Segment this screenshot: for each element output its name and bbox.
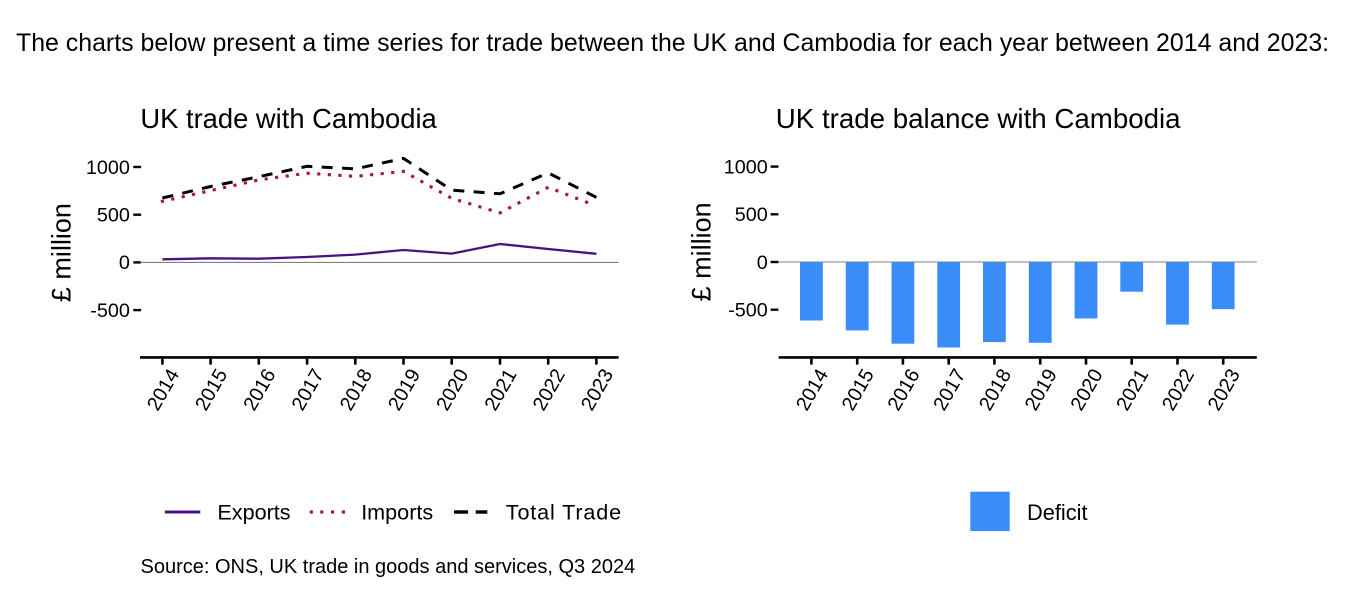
svg-text:Total Trade: Total Trade xyxy=(506,499,622,524)
svg-text:0: 0 xyxy=(119,252,130,274)
svg-text:1000: 1000 xyxy=(86,157,130,179)
svg-text:2020: 2020 xyxy=(432,365,473,414)
svg-text:£ million: £ million xyxy=(47,203,77,302)
svg-text:2014: 2014 xyxy=(792,365,833,414)
svg-text:Imports: Imports xyxy=(361,499,433,524)
svg-text:Exports: Exports xyxy=(217,499,290,524)
svg-text:2022: 2022 xyxy=(529,365,570,414)
svg-text:500: 500 xyxy=(735,204,768,226)
svg-text:2019: 2019 xyxy=(1021,365,1062,414)
svg-text:2017: 2017 xyxy=(288,365,329,414)
svg-text:2014: 2014 xyxy=(143,365,184,414)
svg-text:1000: 1000 xyxy=(724,156,768,178)
svg-text:-500: -500 xyxy=(728,300,768,322)
svg-text:0: 0 xyxy=(757,252,768,274)
svg-text:2021: 2021 xyxy=(481,365,522,414)
svg-text:Source: ONS, UK trade in goods: Source: ONS, UK trade in goods and servi… xyxy=(141,556,636,578)
svg-text:UK trade balance with Cambodia: UK trade balance with Cambodia xyxy=(776,103,1181,134)
svg-text:2016: 2016 xyxy=(239,365,280,414)
svg-text:2021: 2021 xyxy=(1112,365,1153,414)
svg-text:2023: 2023 xyxy=(577,365,618,414)
svg-text:-500: -500 xyxy=(90,300,130,322)
svg-text:2020: 2020 xyxy=(1067,365,1108,414)
svg-text:2023: 2023 xyxy=(1204,365,1245,414)
svg-text:2019: 2019 xyxy=(384,365,425,414)
svg-text:2018: 2018 xyxy=(336,365,377,414)
svg-text:UK trade with Cambodia: UK trade with Cambodia xyxy=(140,103,437,134)
svg-text:2017: 2017 xyxy=(929,365,970,414)
svg-text:£ million: £ million xyxy=(687,202,717,301)
svg-text:500: 500 xyxy=(97,205,130,227)
svg-text:2015: 2015 xyxy=(838,365,879,414)
svg-text:The charts below present a tim: The charts below present a time series f… xyxy=(16,29,1329,57)
svg-text:2015: 2015 xyxy=(191,365,232,414)
svg-text:2016: 2016 xyxy=(883,365,924,414)
svg-text:2018: 2018 xyxy=(975,365,1016,414)
svg-text:2022: 2022 xyxy=(1158,365,1199,414)
svg-text:Deficit: Deficit xyxy=(1027,500,1088,525)
